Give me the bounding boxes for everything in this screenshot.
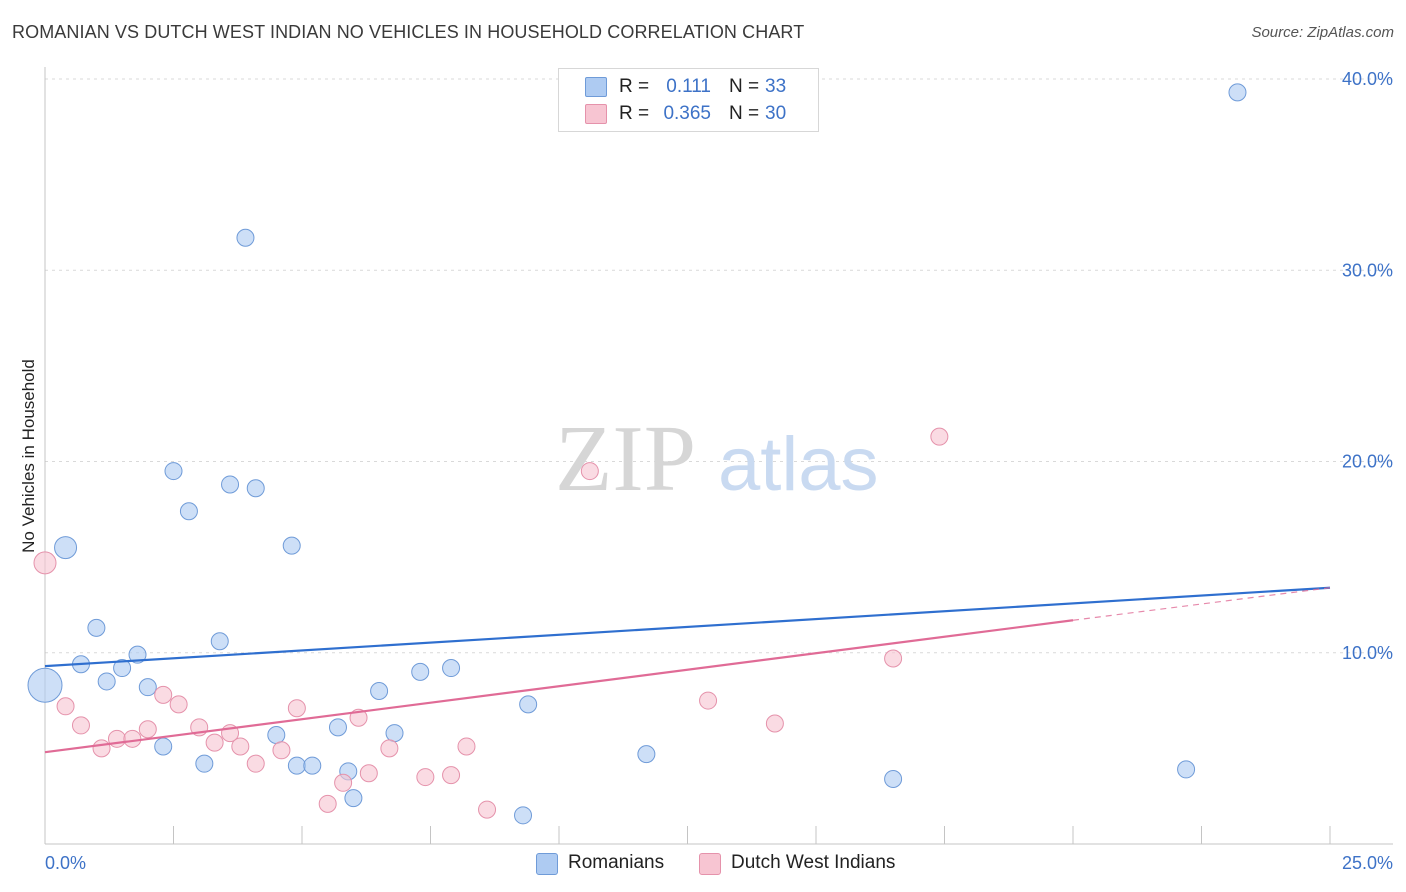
dutch-west-indian-point bbox=[699, 691, 718, 710]
romanian-point bbox=[282, 536, 301, 555]
dutch-west-indian-point bbox=[457, 737, 476, 756]
romanian-point bbox=[210, 632, 229, 651]
dutch-west-indian-point bbox=[884, 649, 903, 668]
romanian-point bbox=[1228, 83, 1247, 102]
romanian-point bbox=[328, 718, 347, 737]
dutch-west-indian-point bbox=[478, 800, 497, 819]
dutch-west-indian-point bbox=[272, 741, 291, 760]
dutch-west-indian-point bbox=[169, 695, 188, 714]
series-label: Dutch West Indians bbox=[731, 852, 896, 873]
axes bbox=[44, 67, 1393, 845]
legend-r-value: 0.111 bbox=[666, 76, 711, 97]
romanian-point bbox=[411, 662, 430, 681]
romanian-point bbox=[236, 228, 255, 247]
dutch-west-indian-point bbox=[380, 739, 399, 758]
romanian-point bbox=[27, 667, 63, 703]
dutch-west-indian-point bbox=[359, 764, 378, 783]
dutch-west-indian-point bbox=[205, 733, 224, 752]
dutch-west-indian-point bbox=[930, 427, 949, 446]
romanian-trend-line bbox=[44, 586, 1331, 668]
romanian-point bbox=[514, 806, 533, 825]
series-swatch-blue bbox=[536, 853, 558, 875]
dutch-west-indian-point bbox=[154, 685, 173, 704]
romanian-point bbox=[442, 659, 461, 678]
source-credit: Source: ZipAtlas.com bbox=[1251, 24, 1394, 41]
legend-swatch-blue bbox=[585, 77, 607, 97]
x-tick-label: 25.0% bbox=[1342, 853, 1393, 873]
romanian-point bbox=[267, 725, 286, 744]
romanian-point bbox=[97, 672, 116, 691]
y-tick-label: 10.0% bbox=[1342, 643, 1393, 663]
tick-labels: 10.0% 20.0% 30.0% 40.0% 0.0% 25.0% bbox=[45, 69, 1393, 873]
dutch-west-indian-point bbox=[246, 754, 265, 773]
romanian-point bbox=[246, 479, 265, 498]
legend-n-value: 30 bbox=[765, 103, 787, 124]
romanian-point bbox=[113, 659, 132, 678]
dutch-west-indian-point bbox=[416, 768, 435, 787]
romanian-point bbox=[303, 756, 322, 775]
dutch-west-indian-trend-line bbox=[44, 619, 1074, 754]
legend-n-label: N = bbox=[729, 103, 760, 124]
legend-n-value: 33 bbox=[765, 76, 787, 97]
legend-n-label: N = bbox=[729, 76, 760, 97]
dutch-west-indian-point bbox=[71, 716, 90, 735]
romanian-point bbox=[195, 754, 214, 773]
dutch-west-indian-point bbox=[56, 697, 75, 716]
legend-r-label: R = bbox=[619, 76, 650, 97]
romanian-point bbox=[884, 769, 903, 788]
romanian-point bbox=[179, 502, 198, 521]
romanian-point bbox=[164, 462, 183, 481]
romanian-point bbox=[344, 789, 363, 808]
y-tick-label: 40.0% bbox=[1342, 69, 1393, 89]
legend-swatch-pink bbox=[585, 104, 607, 124]
dutch-west-indian-point bbox=[33, 551, 57, 575]
watermark-atlas: atlas bbox=[718, 422, 879, 507]
chart-title: ROMANIAN VS DUTCH WEST INDIAN NO VEHICLE… bbox=[12, 22, 805, 42]
dutch-west-indian-point bbox=[138, 720, 157, 739]
dutch-west-indian-point bbox=[287, 699, 306, 718]
dutch-west-indian-trend-extension bbox=[1072, 587, 1331, 621]
romanian-point bbox=[637, 745, 656, 764]
dutch-west-indian-point bbox=[442, 766, 461, 785]
watermark-zip: ZIP bbox=[555, 407, 696, 511]
y-tick-label: 30.0% bbox=[1342, 260, 1393, 280]
legend-r-value: 0.365 bbox=[663, 103, 711, 124]
series-label: Romanians bbox=[568, 852, 665, 873]
romanian-point bbox=[128, 645, 147, 664]
dutch-west-indian-point bbox=[231, 737, 250, 756]
correlation-legend: R = 0.111 N = 33 R = 0.365 N = 30 bbox=[558, 68, 819, 132]
romanian-point bbox=[1177, 760, 1196, 779]
grid-lines bbox=[45, 78, 1393, 654]
romanian-point bbox=[519, 695, 538, 714]
dutch-west-indian-point bbox=[318, 794, 337, 813]
watermark: ZIP atlas bbox=[555, 407, 879, 511]
series-swatch-pink bbox=[699, 853, 721, 875]
data-points bbox=[27, 83, 1247, 825]
romanian-point bbox=[385, 724, 404, 743]
legend-r-label: R = bbox=[619, 103, 650, 124]
dutch-west-indian-point bbox=[123, 729, 142, 748]
y-tick-label: 20.0% bbox=[1342, 452, 1393, 472]
dutch-west-indian-point bbox=[765, 714, 784, 733]
romanian-point bbox=[87, 618, 106, 637]
dutch-west-indian-point bbox=[334, 773, 353, 792]
dutch-west-indian-point bbox=[92, 739, 111, 758]
romanian-point bbox=[221, 475, 240, 494]
romanian-point bbox=[54, 536, 78, 560]
dutch-west-indian-point bbox=[580, 462, 599, 481]
trend-lines bbox=[44, 586, 1331, 754]
romanian-point bbox=[154, 737, 173, 756]
romanian-point bbox=[138, 678, 157, 697]
romanian-point bbox=[287, 756, 306, 775]
x-tick-label: 0.0% bbox=[45, 853, 86, 873]
y-axis-label: No Vehicles in Household bbox=[19, 359, 38, 553]
romanian-point bbox=[370, 682, 389, 700]
